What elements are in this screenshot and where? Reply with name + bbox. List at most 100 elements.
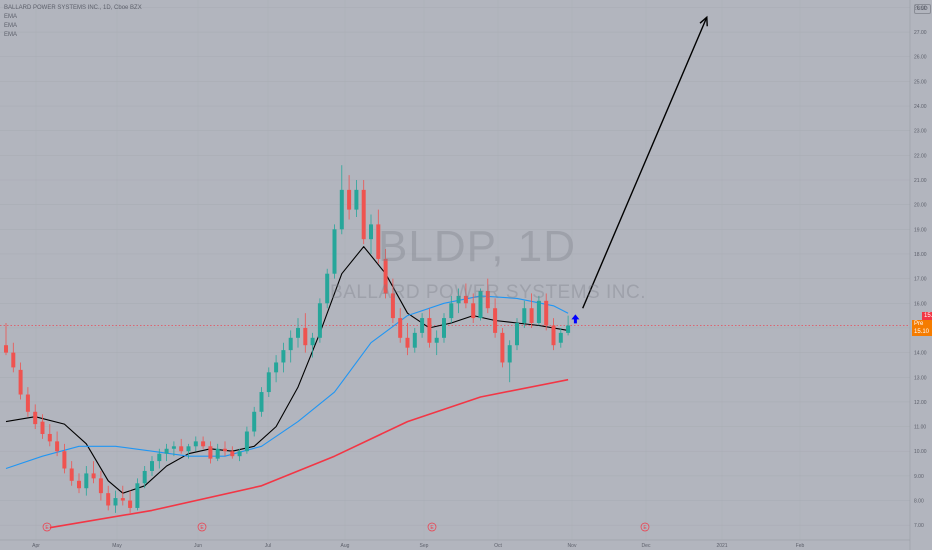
ema-line-3 xyxy=(49,378,569,529)
event-marker: E xyxy=(42,522,52,532)
event-marker: E xyxy=(427,522,437,532)
candle xyxy=(40,414,45,439)
price-tick-label: 19.00 xyxy=(914,227,927,233)
candle-body xyxy=(69,468,74,481)
candle-body xyxy=(274,362,279,373)
price-tick-label: 11.00 xyxy=(914,425,926,431)
candle-body xyxy=(303,327,308,346)
candle-body xyxy=(544,300,549,326)
price-tick-label: 28.00 xyxy=(914,5,927,11)
candle xyxy=(62,443,67,474)
candle xyxy=(390,278,395,324)
candle xyxy=(456,288,461,314)
candle-body xyxy=(332,229,337,274)
candle-body xyxy=(135,483,140,508)
candle-body xyxy=(230,451,235,457)
price-tick-label: 9.00 xyxy=(914,474,924,480)
candle xyxy=(478,288,483,321)
candle xyxy=(266,367,271,397)
indicator-3[interactable]: EMA xyxy=(4,32,18,38)
candle xyxy=(412,327,417,353)
candle-body xyxy=(310,337,315,346)
candle xyxy=(274,355,279,383)
candle xyxy=(398,308,403,343)
candle-body xyxy=(106,493,111,506)
candle-body xyxy=(142,470,147,484)
candle-body xyxy=(281,350,286,363)
candle-body xyxy=(18,369,23,395)
candle-body xyxy=(296,327,300,338)
candle-body xyxy=(223,448,227,452)
candle xyxy=(317,298,322,343)
candle xyxy=(252,406,257,437)
last-price-label: 15.10 xyxy=(922,312,932,320)
time-tick-label: Apr xyxy=(32,543,40,549)
ema-lines xyxy=(5,246,569,529)
time-tick-label: Dec xyxy=(642,543,651,549)
candle xyxy=(259,387,264,417)
candle-body xyxy=(25,394,30,412)
price-tick-label: 17.00 xyxy=(914,277,927,283)
candle xyxy=(442,313,446,343)
event-marker: E xyxy=(640,522,650,532)
candle xyxy=(558,327,563,348)
candle-body xyxy=(566,325,571,333)
candle-body xyxy=(500,332,505,363)
candle xyxy=(98,470,103,501)
candle xyxy=(405,323,410,356)
projection-arrow-line xyxy=(582,16,708,309)
grid xyxy=(0,7,910,526)
candle xyxy=(325,268,330,309)
candle xyxy=(113,490,118,513)
candle xyxy=(47,424,52,447)
price-tick-label: 12.00 xyxy=(914,400,927,406)
candle-body xyxy=(259,392,264,412)
ema-line-2 xyxy=(5,295,569,470)
candle xyxy=(551,318,556,351)
candle xyxy=(485,278,490,314)
candle-body xyxy=(157,453,162,462)
candle-body xyxy=(325,273,330,304)
candle-body xyxy=(179,446,184,452)
candle-body xyxy=(171,446,176,449)
candle-body xyxy=(405,337,410,348)
candle xyxy=(186,443,191,459)
candle xyxy=(420,313,425,338)
currency-label[interactable]: USD xyxy=(914,4,931,14)
candle-body xyxy=(47,433,52,442)
candle-body xyxy=(485,290,490,309)
candle-body xyxy=(442,318,446,338)
candle-body xyxy=(215,448,220,459)
price-axis: 28.00 27.00 26.00 25.00 24.00 23.00 22.00 21.00… xyxy=(909,0,927,550)
candle-body xyxy=(186,446,191,452)
candle-body xyxy=(420,318,425,333)
symbol-title[interactable]: BALLARD POWER SYSTEMS INC., 1D, Cboe BZX xyxy=(4,5,142,11)
price-tick-label: 16.00 xyxy=(914,301,927,307)
candle-body xyxy=(383,258,388,294)
price-tick-label: 14.00 xyxy=(914,351,927,357)
price-tick-label: 8.00 xyxy=(914,499,924,505)
event-marker-circle xyxy=(42,522,52,532)
time-tick-label: Nov xyxy=(568,543,577,549)
candle-body xyxy=(507,345,512,363)
candle-body xyxy=(558,332,563,343)
price-tick-label: 24.00 xyxy=(914,104,927,110)
candle-body xyxy=(98,478,103,494)
indicator-2[interactable]: EMA xyxy=(4,23,18,29)
candle xyxy=(164,443,169,462)
candle-body xyxy=(77,480,81,489)
candle-body xyxy=(398,318,403,338)
candle xyxy=(529,293,534,328)
candle xyxy=(179,438,184,454)
candle-body xyxy=(237,451,242,457)
price-tick-label: 22.00 xyxy=(914,153,927,159)
candle xyxy=(522,300,527,328)
candle xyxy=(288,330,293,363)
candle-body xyxy=(339,189,344,230)
candle-body xyxy=(478,290,483,319)
candle-body xyxy=(317,303,322,338)
indicator-1[interactable]: EMA xyxy=(4,14,18,20)
candle xyxy=(142,466,147,489)
candle-body xyxy=(266,372,271,393)
